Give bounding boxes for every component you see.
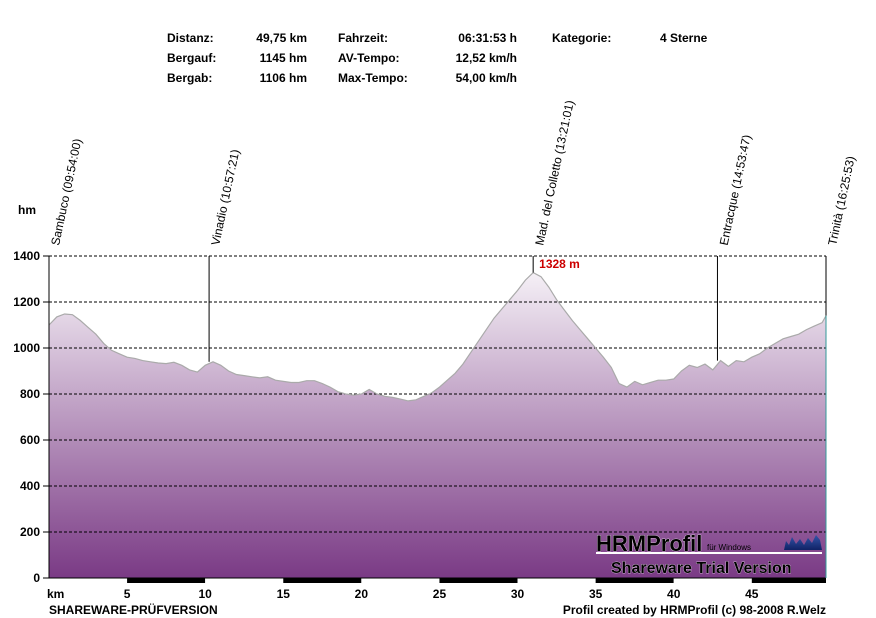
y-axis-ticks: 0 200 400 600 800 1000 1200 1400 xyxy=(13,249,50,585)
waypoint-label: Sambuco (09:54:00) xyxy=(48,137,84,246)
stat-label-distance: Distanz: xyxy=(167,31,214,45)
y-tick-label-600: 600 xyxy=(20,433,40,447)
stats-block: Distanz: 49,75 km Bergauf: 1145 hm Berga… xyxy=(167,31,708,85)
stat-label-ride-time: Fahrzeit: xyxy=(338,31,388,45)
x-scale-segment xyxy=(517,578,596,583)
y-axis-label: hm xyxy=(18,203,36,217)
stat-value-descent: 1106 hm xyxy=(260,71,307,85)
waypoint-markers: Sambuco (09:54:00) Vinadio (10:57:21) Mad.… xyxy=(48,99,858,362)
y-tick-label-1400: 1400 xyxy=(13,249,40,263)
y-tick-label-800: 800 xyxy=(20,387,40,401)
x-scale-segment xyxy=(673,578,752,583)
stat-value-distance: 49,75 km xyxy=(256,31,307,45)
x-scale-segment xyxy=(283,578,362,583)
stat-value-avg-speed: 12,52 km/h xyxy=(456,51,517,65)
x-tick-label-45: 45 xyxy=(745,587,759,601)
x-scale-segment xyxy=(205,578,284,583)
x-axis-ticks: 5 10 15 20 25 30 35 40 45 xyxy=(49,577,826,601)
x-tick-label-5: 5 xyxy=(124,587,131,601)
stat-label-descent: Bergab: xyxy=(167,71,212,85)
stat-label-avg-speed: AV-Tempo: xyxy=(338,51,400,65)
waypoint-label: Vinadio (10:57:21) xyxy=(208,148,242,247)
x-scale-segment xyxy=(595,578,674,583)
stat-label-category: Kategorie: xyxy=(552,31,611,45)
waypoint-label: Entracque (14:53:47) xyxy=(717,133,754,246)
x-tick-label-10: 10 xyxy=(199,587,213,601)
x-tick-label-30: 30 xyxy=(511,587,525,601)
stat-value-category: 4 Sterne xyxy=(660,31,708,45)
stat-value-ascent: 1145 hm xyxy=(260,51,307,65)
stat-value-ride-time: 06:31:53 h xyxy=(458,31,517,45)
x-scale-segment xyxy=(751,578,826,583)
x-scale-segment xyxy=(439,578,518,583)
stat-label-max-speed: Max-Tempo: xyxy=(338,71,408,85)
x-scale-segment xyxy=(361,578,440,583)
waypoint-label: Trinità (16:25:53) xyxy=(825,155,858,247)
y-tick-label-200: 200 xyxy=(20,525,40,539)
x-tick-label-25: 25 xyxy=(433,587,447,601)
logo-mountain-icon xyxy=(784,535,822,550)
x-tick-label-35: 35 xyxy=(589,587,603,601)
stat-value-max-speed: 54,00 km/h xyxy=(456,71,517,85)
logo-subtitle: für Windows xyxy=(707,543,751,552)
elevation-line xyxy=(48,271,827,402)
logo-trial-text: Shareware Trial Version xyxy=(611,560,792,577)
y-tick-label-0: 0 xyxy=(33,571,40,585)
elevation-area xyxy=(49,272,826,578)
x-scale-segment xyxy=(127,578,206,583)
x-tick-label-15: 15 xyxy=(277,587,291,601)
x-scale-segment xyxy=(49,578,128,583)
footer-left: SHAREWARE-PRÜFVERSION xyxy=(49,602,218,617)
waypoint-label: Mad. del Colletto (13:21:01) xyxy=(532,99,576,247)
y-tick-label-400: 400 xyxy=(20,479,40,493)
stat-label-ascent: Bergauf: xyxy=(167,51,216,65)
x-tick-label-20: 20 xyxy=(355,587,369,601)
logo-underline xyxy=(596,552,822,554)
x-tick-label-40: 40 xyxy=(667,587,681,601)
max-elevation-label: 1328 m xyxy=(539,257,580,271)
y-tick-label-1000: 1000 xyxy=(13,341,40,355)
hrmprofil-logo: HRMProfil für Windows Shareware Trial Ve… xyxy=(596,531,822,577)
footer-right: Profil created by HRMProfil (c) 98-2008 … xyxy=(563,603,826,617)
x-axis-label: km xyxy=(47,587,64,601)
grid-lines xyxy=(49,255,826,533)
y-tick-label-1200: 1200 xyxy=(13,295,40,309)
